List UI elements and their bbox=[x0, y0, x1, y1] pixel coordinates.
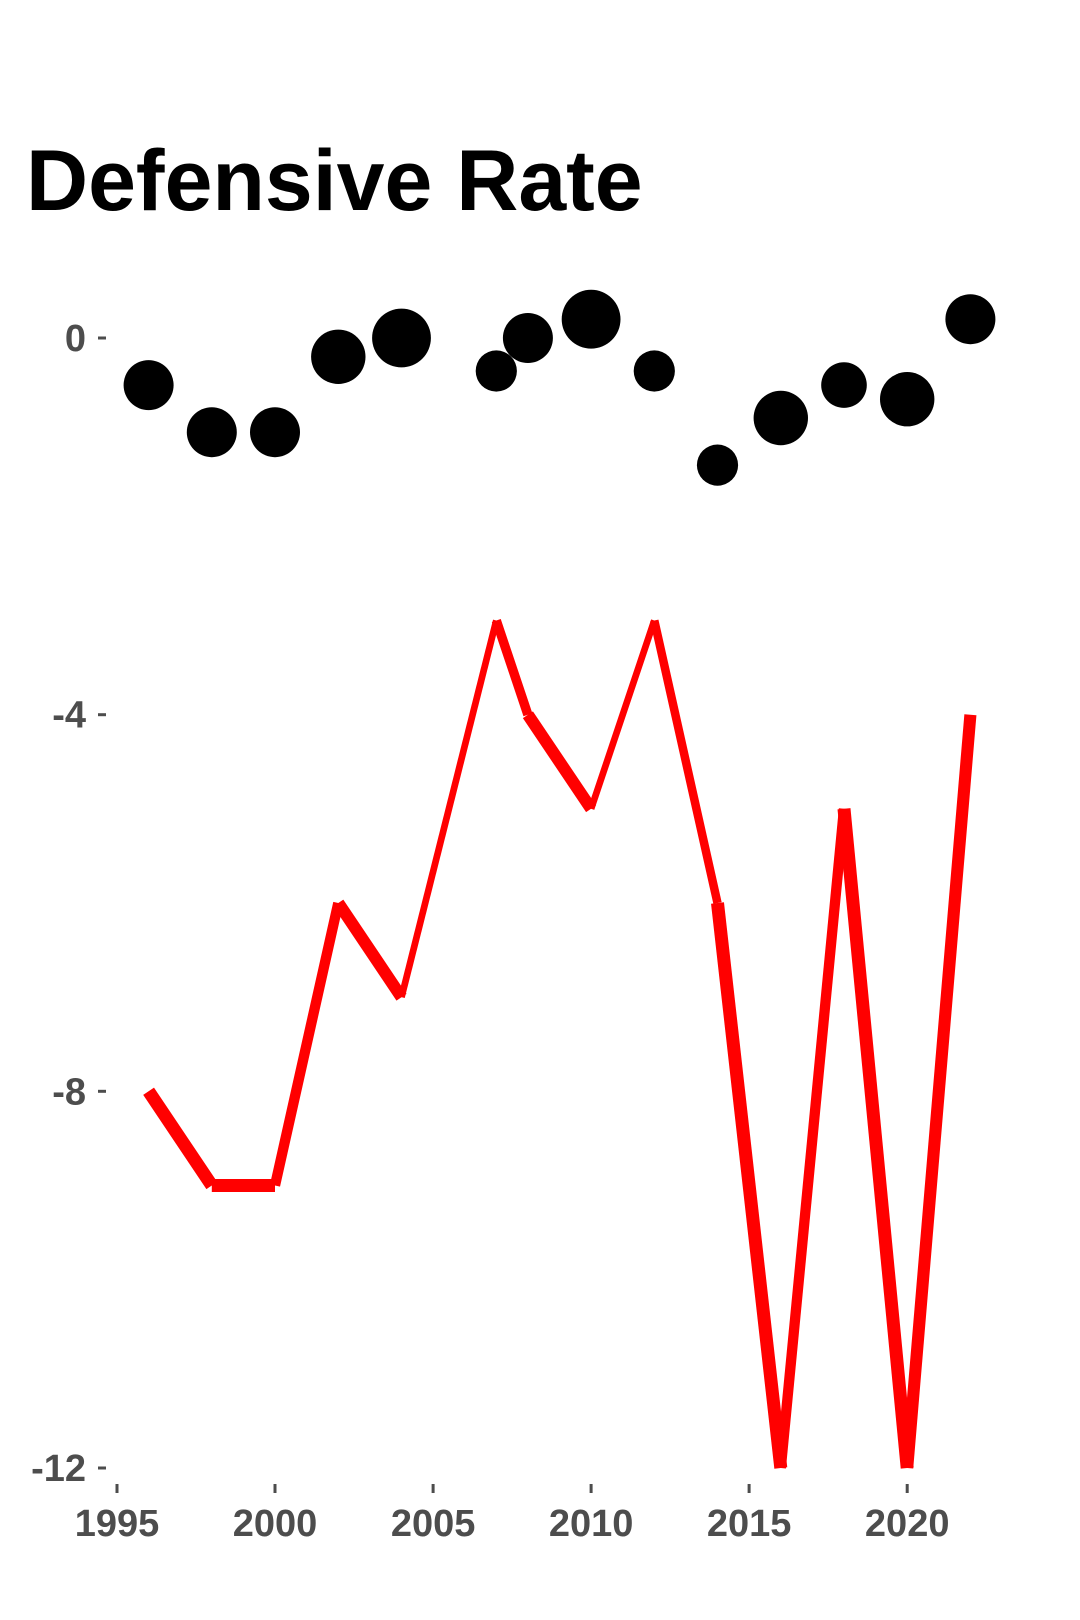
data-point bbox=[633, 350, 675, 392]
line-segment bbox=[775, 808, 850, 1469]
data-point bbox=[821, 362, 867, 408]
line-segment bbox=[491, 619, 533, 717]
line-segment bbox=[837, 808, 914, 1469]
data-point bbox=[696, 444, 739, 486]
point-series bbox=[123, 289, 996, 486]
data-point bbox=[945, 294, 996, 345]
data-point bbox=[561, 289, 621, 349]
line-segment bbox=[333, 899, 407, 1001]
y-axis: 0 -4 -8 -12 bbox=[31, 318, 106, 1490]
data-point bbox=[502, 313, 553, 363]
line-segment bbox=[143, 1087, 218, 1190]
y-tick-label: -4 bbox=[52, 695, 86, 737]
line-series bbox=[143, 619, 977, 1469]
data-point bbox=[311, 329, 366, 384]
data-point bbox=[753, 390, 808, 446]
x-tick-label: 2010 bbox=[549, 1503, 634, 1545]
data-point bbox=[372, 308, 431, 368]
x-tick-label: 2000 bbox=[233, 1503, 318, 1545]
line-segment bbox=[650, 619, 722, 904]
x-tick-label: 1995 bbox=[75, 1503, 160, 1545]
y-tick-label: -8 bbox=[52, 1071, 86, 1113]
data-point bbox=[880, 372, 935, 427]
line-segment bbox=[711, 902, 788, 1469]
x-tick-label: 2020 bbox=[865, 1503, 950, 1545]
y-tick-label: 0 bbox=[65, 318, 86, 360]
data-point bbox=[186, 407, 237, 458]
line-segment bbox=[901, 714, 977, 1469]
line-segment bbox=[398, 619, 500, 999]
x-tick-label: 2015 bbox=[707, 1503, 792, 1545]
line-segment bbox=[587, 619, 658, 810]
x-tick-label: 2005 bbox=[391, 1503, 476, 1545]
data-point bbox=[250, 407, 300, 458]
data-point bbox=[123, 360, 174, 411]
data-point bbox=[475, 350, 517, 392]
x-axis: 1995 2000 2005 2010 2015 2020 bbox=[75, 1484, 950, 1545]
chart-title: Defensive Rate bbox=[26, 133, 643, 229]
y-tick-label: -12 bbox=[31, 1448, 86, 1490]
line-segment bbox=[522, 711, 597, 813]
line-segment bbox=[269, 901, 344, 1187]
